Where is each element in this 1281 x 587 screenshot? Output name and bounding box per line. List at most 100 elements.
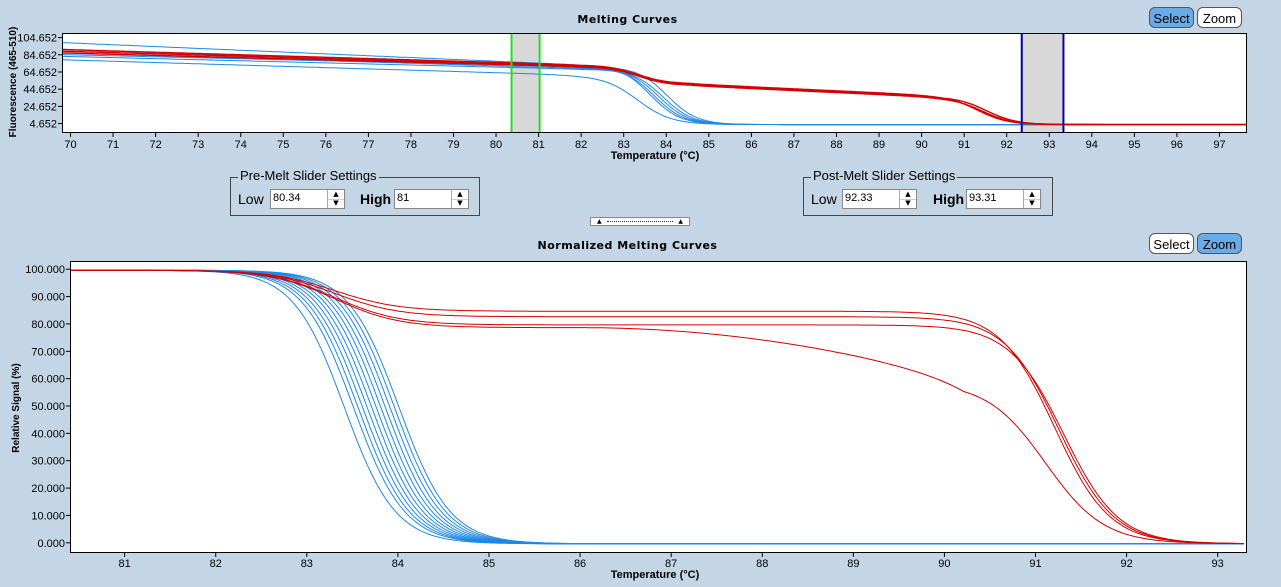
bottom-ytick-label: 60.000 <box>31 374 65 386</box>
splitter-handle[interactable]: ▲ ▲ <box>590 217 690 226</box>
bottom-chart-svg <box>71 269 1244 545</box>
top-xtick-label: 93 <box>1043 139 1055 151</box>
norm-red-curve-3 <box>71 269 1244 545</box>
bottom-select-button[interactable]: Select <box>1149 233 1194 254</box>
bottom-xtick-label: 82 <box>210 558 222 570</box>
top-xtick-label: 87 <box>788 139 800 151</box>
top-ytick-label: 4.652 <box>29 119 57 131</box>
bottom-ylabel: Relative Signal (%) <box>11 363 22 453</box>
bottom-zoom-button[interactable]: Zoom <box>1197 233 1242 254</box>
bottom-ytick-label: 40.000 <box>31 428 65 440</box>
bottom-ytick-label: 70.000 <box>31 346 65 358</box>
pre-high-spinner[interactable]: 81 ▲ ▼ <box>394 189 469 209</box>
top-xtick-label: 78 <box>405 139 417 151</box>
top-xtick-label: 97 <box>1213 139 1225 151</box>
bottom-plot[interactable] <box>70 261 1247 553</box>
post-low-spinner[interactable]: 92.33 ▲ ▼ <box>842 189 917 209</box>
bottom-ytick-label: 0.000 <box>37 538 65 550</box>
normalized-curves-title: Normalized Melting Curves <box>537 239 718 252</box>
bottom-ytick-label: 100.000 <box>25 264 65 276</box>
top-ytick-label: 24.652 <box>23 101 57 113</box>
top-xtick-label: 95 <box>1128 139 1140 151</box>
pre-low-label: Low <box>238 191 264 207</box>
bottom-xtick-label: 89 <box>847 558 859 570</box>
top-blue-curve-3 <box>63 55 1246 126</box>
top-xtick-label: 76 <box>320 139 332 151</box>
bottom-xtick-label: 91 <box>1029 558 1041 570</box>
top-xtick-label: 72 <box>149 139 161 151</box>
post-melt-title: Post-Melt Slider Settings <box>811 168 958 183</box>
post-high-up-icon[interactable]: ▲ <box>1024 190 1040 200</box>
top-ytick-label: 84.652 <box>23 50 57 62</box>
top-xlabel: Temperature (°C) <box>610 150 700 162</box>
norm-red-curve-0 <box>71 269 1244 545</box>
top-ytick-label: 64.652 <box>23 67 57 79</box>
top-xtick-label: 92 <box>1001 139 1013 151</box>
bottom-ytick-label: 50.000 <box>31 401 65 413</box>
pre-high-up-icon[interactable]: ▲ <box>452 190 468 200</box>
top-select-button[interactable]: Select <box>1149 7 1194 28</box>
post-low-label: Low <box>811 191 837 207</box>
splitter-down-icon: ▲ <box>678 218 683 225</box>
top-xtick-label: 74 <box>235 139 247 151</box>
pre-high-down-icon[interactable]: ▼ <box>457 199 463 207</box>
pre-low-down-icon[interactable]: ▼ <box>333 199 339 207</box>
pre-high-label: High <box>360 191 392 207</box>
melting-curves-title: Melting Curves <box>577 13 678 26</box>
post-low-up-icon[interactable]: ▲ <box>900 190 916 200</box>
top-xtick-label: 77 <box>362 139 374 151</box>
top-xtick-label: 89 <box>873 139 885 151</box>
bottom-xtick-label: 85 <box>483 558 495 570</box>
top-zoom-button[interactable]: Zoom <box>1197 7 1242 28</box>
bottom-xlabel: Temperature (°C) <box>610 569 700 581</box>
top-xtick-label: 79 <box>447 139 459 151</box>
top-xtick-label: 91 <box>958 139 970 151</box>
top-xtick-label: 90 <box>915 139 927 151</box>
top-chart-svg <box>63 34 1246 132</box>
top-ytick-label: 44.652 <box>23 84 57 96</box>
top-red-curve-2 <box>63 52 1246 126</box>
bottom-ytick-label: 90.000 <box>31 292 65 304</box>
top-xtick-label: 73 <box>192 139 204 151</box>
bottom-xtick-label: 90 <box>938 558 950 570</box>
bottom-ytick-label: 30.000 <box>31 456 65 468</box>
post-melt-region <box>1021 34 1064 132</box>
top-red-curve-1 <box>63 50 1246 126</box>
bottom-xtick-label: 84 <box>392 558 404 570</box>
pre-low-up-icon[interactable]: ▲ <box>328 190 344 200</box>
top-xtick-label: 71 <box>107 139 119 151</box>
top-xtick-label: 94 <box>1086 139 1098 151</box>
post-high-label: High <box>933 191 965 207</box>
norm-blue-curve-11 <box>71 269 1244 545</box>
top-xtick-label: 88 <box>830 139 842 151</box>
top-xtick-label: 81 <box>532 139 544 151</box>
top-xtick-label: 80 <box>490 139 502 151</box>
pre-melt-region <box>511 34 540 132</box>
splitter-up-icon: ▲ <box>597 218 602 225</box>
top-ylabel: Fluorescence (465-510) <box>8 26 19 138</box>
bottom-xtick-label: 83 <box>301 558 313 570</box>
bottom-xtick-label: 81 <box>119 558 131 570</box>
post-high-down-icon[interactable]: ▼ <box>1029 199 1035 207</box>
top-ytick-label: 104.652 <box>17 33 57 45</box>
top-xtick-label: 70 <box>64 139 76 151</box>
bottom-xtick-label: 88 <box>756 558 768 570</box>
bottom-xtick-label: 93 <box>1212 558 1224 570</box>
bottom-xtick-label: 92 <box>1120 558 1132 570</box>
pre-high-value: 81 <box>397 192 410 204</box>
splitter-dots-icon <box>607 221 673 222</box>
pre-low-spinner[interactable]: 80.34 ▲ ▼ <box>270 189 345 209</box>
post-low-down-icon[interactable]: ▼ <box>905 199 911 207</box>
bottom-ytick-label: 80.000 <box>31 319 65 331</box>
bottom-ytick-label: 10.000 <box>31 510 65 522</box>
top-plot[interactable] <box>62 33 1247 133</box>
top-xtick-label: 96 <box>1171 139 1183 151</box>
post-high-spinner[interactable]: 93.31 ▲ ▼ <box>966 189 1041 209</box>
post-high-value: 93.31 <box>969 192 997 204</box>
pre-melt-title: Pre-Melt Slider Settings <box>238 168 379 183</box>
post-low-value: 92.33 <box>845 192 873 204</box>
bottom-ytick-label: 20.000 <box>31 483 65 495</box>
pre-low-value: 80.34 <box>273 192 301 204</box>
norm-red-curve-1 <box>71 269 1244 544</box>
top-xtick-label: 75 <box>277 139 289 151</box>
